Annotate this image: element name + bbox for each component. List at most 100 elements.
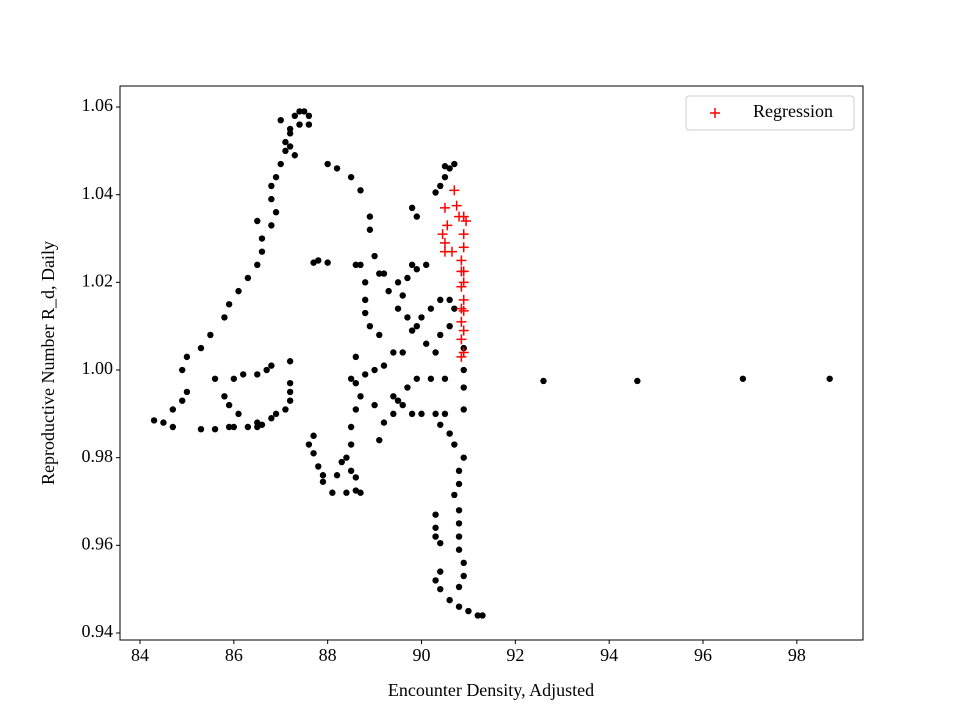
point [455,520,463,527]
point [455,603,463,610]
point [258,248,266,255]
point [352,406,360,413]
plus-marker [437,229,448,240]
plus-marker [449,185,460,196]
point [437,331,444,339]
point [437,568,444,575]
point [437,182,444,190]
point [451,491,458,499]
point [432,577,439,584]
point [183,388,191,396]
point [244,423,252,431]
y-axis-label: Reproductive Number R_d, Daily [38,241,58,485]
point [441,375,449,382]
point [361,296,369,304]
point [343,454,350,461]
point [225,301,233,308]
point [446,322,453,330]
point [286,125,294,133]
point [380,362,388,369]
plus-marker [458,242,469,253]
point [432,533,439,540]
point [225,401,233,409]
point [254,371,261,378]
point [315,463,322,470]
point [352,474,360,481]
point [540,377,547,385]
point [357,261,364,269]
point [385,287,392,295]
x-tick-label: 86 [225,645,243,665]
point [357,393,364,400]
point [432,189,439,196]
point [413,266,421,273]
point [282,138,289,146]
y-tick-label: 0.94 [82,621,114,641]
point [408,204,416,212]
point [399,292,406,299]
point [437,585,444,593]
point [183,353,191,361]
point [286,397,294,404]
point [291,112,299,120]
point [221,393,228,400]
point [207,331,214,339]
point [451,160,458,168]
point [380,270,388,277]
point [240,371,247,378]
x-tick-label: 90 [412,645,430,665]
point [286,143,294,150]
x-tick-label: 96 [694,645,712,665]
point [455,546,463,553]
point [366,213,374,220]
point [347,467,355,475]
point [418,314,425,321]
point [446,430,453,437]
point [455,583,463,591]
point [282,147,289,155]
point [432,511,439,518]
plus-marker [456,255,467,266]
point [446,296,453,304]
point [366,226,374,233]
point [235,287,242,295]
point [179,366,186,374]
point [347,441,355,448]
point [422,261,430,269]
point [451,441,458,448]
plus-marker [458,325,469,336]
point [169,423,177,431]
x-tick-label: 92 [506,645,524,665]
point [254,217,261,225]
point [408,327,416,334]
point [347,173,355,181]
point [352,261,360,269]
point [479,612,486,619]
plus-marker [456,303,467,314]
plot-frame [119,85,864,641]
point [371,366,378,374]
plus-marker [461,215,472,226]
point [286,130,294,137]
point [230,375,238,382]
point [319,478,327,485]
point [343,489,350,496]
point [324,160,331,168]
point [268,182,275,190]
x-tick-label: 84 [131,645,149,665]
point [394,279,402,286]
point [739,375,747,382]
point [315,257,322,264]
point [197,425,205,433]
point [432,524,439,531]
point [432,410,439,418]
legend-label: Regression [753,101,833,121]
point [404,384,411,391]
point [272,209,280,216]
x-tick-label: 98 [788,645,806,665]
point [390,393,397,400]
point [399,349,406,356]
point [333,165,341,172]
legend-box [685,95,855,131]
point [826,375,833,382]
